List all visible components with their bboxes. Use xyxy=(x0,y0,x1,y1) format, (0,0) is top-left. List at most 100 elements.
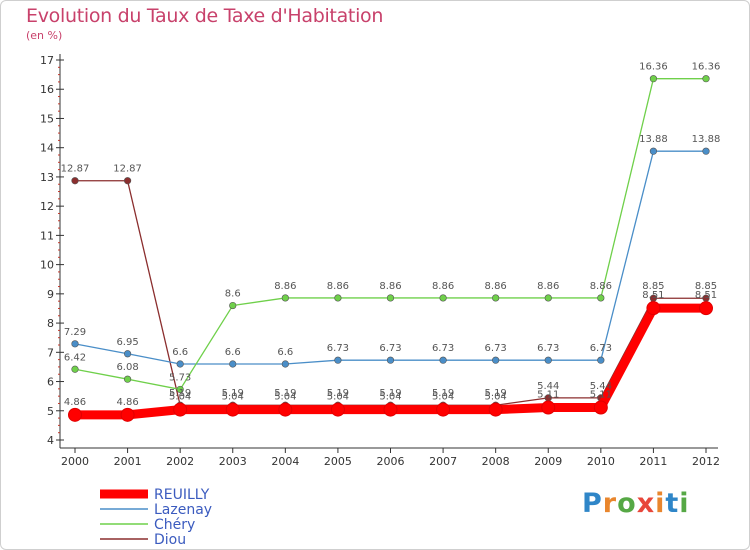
y-tick-label: 13 xyxy=(40,171,54,184)
data-label: 6.73 xyxy=(590,343,612,354)
data-label: 13.88 xyxy=(639,134,668,145)
data-point xyxy=(436,402,451,417)
data-point xyxy=(649,147,658,155)
data-point xyxy=(173,402,188,417)
chart-subtitle: (en %) xyxy=(26,29,63,42)
data-point xyxy=(702,147,710,155)
data-point xyxy=(488,402,503,417)
data-label: 5.19 xyxy=(379,388,401,399)
data-label: 8.85 xyxy=(642,281,664,292)
data-label: 6.73 xyxy=(537,343,559,354)
data-label: 16.36 xyxy=(692,62,721,73)
y-tick-label: 5 xyxy=(47,405,54,418)
data-point xyxy=(123,350,132,358)
y-tick-label: 14 xyxy=(40,142,54,155)
x-tick-label: 2002 xyxy=(166,455,194,468)
data-label: 5.19 xyxy=(169,388,191,399)
data-label: 8.86 xyxy=(327,281,349,292)
data-point xyxy=(646,301,661,316)
legend-label: Diou xyxy=(154,532,186,548)
data-label: 6.73 xyxy=(379,343,401,354)
data-label: 7.29 xyxy=(64,327,86,338)
y-tick-label: 12 xyxy=(40,200,54,213)
series-reuilly xyxy=(68,301,713,422)
data-point xyxy=(386,356,395,364)
data-label: 6.08 xyxy=(116,362,138,373)
data-point xyxy=(281,294,289,302)
data-label: 12.87 xyxy=(61,164,90,175)
series-line xyxy=(74,150,707,365)
y-tick-label: 16 xyxy=(40,83,54,96)
data-point xyxy=(229,301,237,310)
x-tick-label: 2010 xyxy=(587,455,615,468)
x-tick-label: 2000 xyxy=(61,455,89,468)
data-point xyxy=(330,402,345,417)
data-label: 5.19 xyxy=(327,388,349,399)
data-label: 4.86 xyxy=(116,397,138,408)
data-point xyxy=(383,402,398,417)
data-point xyxy=(176,360,184,368)
data-label: 5.44 xyxy=(590,381,612,392)
y-tick-label: 7 xyxy=(47,346,54,359)
proxiti-logo: Proxiti xyxy=(582,488,690,519)
data-point xyxy=(68,407,82,422)
data-label: 5.19 xyxy=(432,388,454,399)
data-point xyxy=(702,75,710,83)
data-label: 8.86 xyxy=(590,281,612,292)
data-label: 5.04 xyxy=(169,392,191,403)
data-point xyxy=(176,385,184,394)
x-tick-label: 2012 xyxy=(692,455,720,468)
data-label: 16.36 xyxy=(639,62,668,73)
y-tick-label: 15 xyxy=(40,112,54,125)
data-label: 5.11 xyxy=(537,390,559,401)
data-label: 6.6 xyxy=(277,347,293,358)
data-label: 4.86 xyxy=(64,397,86,408)
data-label: 5.04 xyxy=(222,392,244,403)
data-label: 8.51 xyxy=(642,290,664,301)
data-label: 5.19 xyxy=(485,388,507,399)
data-point xyxy=(597,294,605,302)
legend-label: Lazenay xyxy=(154,502,212,518)
data-label: 5.04 xyxy=(274,392,296,403)
data-label: 5.04 xyxy=(327,392,349,403)
data-point xyxy=(71,340,79,348)
data-labels: 12.87 12.875.19 5.19 5.19 5.19 5.19 5.19 5.195.… xyxy=(61,62,721,408)
data-label: 5.04 xyxy=(432,392,454,403)
y-tick-label: 10 xyxy=(40,259,54,272)
data-label: 5.19 xyxy=(274,388,296,399)
data-label: 6.73 xyxy=(485,343,507,354)
x-tick-label: 2008 xyxy=(482,455,510,468)
legend-label: REUILLY xyxy=(154,487,210,503)
data-label: 6.6 xyxy=(172,347,188,358)
data-label: 5.04 xyxy=(485,392,507,403)
x-tick-label: 2005 xyxy=(324,455,352,468)
data-label: 12.87 xyxy=(113,164,142,175)
data-point xyxy=(334,356,342,364)
data-point xyxy=(120,407,135,422)
data-point xyxy=(229,360,237,368)
x-tick-label: 2004 xyxy=(271,455,299,468)
data-label: 8.86 xyxy=(432,281,454,292)
data-point xyxy=(123,375,132,383)
series-layer xyxy=(68,75,713,422)
data-point xyxy=(439,294,447,302)
data-label: 8.51 xyxy=(695,290,717,301)
x-tick-label: 2006 xyxy=(377,455,405,468)
x-tick-label: 2009 xyxy=(534,455,562,468)
data-point xyxy=(593,400,608,415)
data-point xyxy=(541,400,556,415)
y-tick-label: 9 xyxy=(47,288,54,301)
legend-label: Chéry xyxy=(154,517,195,533)
series-lazenay xyxy=(71,147,710,368)
y-tick-label: 11 xyxy=(40,229,54,242)
data-point xyxy=(278,402,293,417)
data-label: 8.86 xyxy=(485,281,507,292)
data-point xyxy=(386,294,395,302)
y-tick-label: 8 xyxy=(47,317,54,330)
data-label: 6.95 xyxy=(116,337,138,348)
data-point xyxy=(439,356,447,364)
axes: 4 5 6 7 8 9 10 11 12 13 14 15 16 17 2000 2001 2002 2003 20… xyxy=(40,54,720,468)
x-tick-label: 2001 xyxy=(114,455,142,468)
data-label: 5.19 xyxy=(222,388,244,399)
